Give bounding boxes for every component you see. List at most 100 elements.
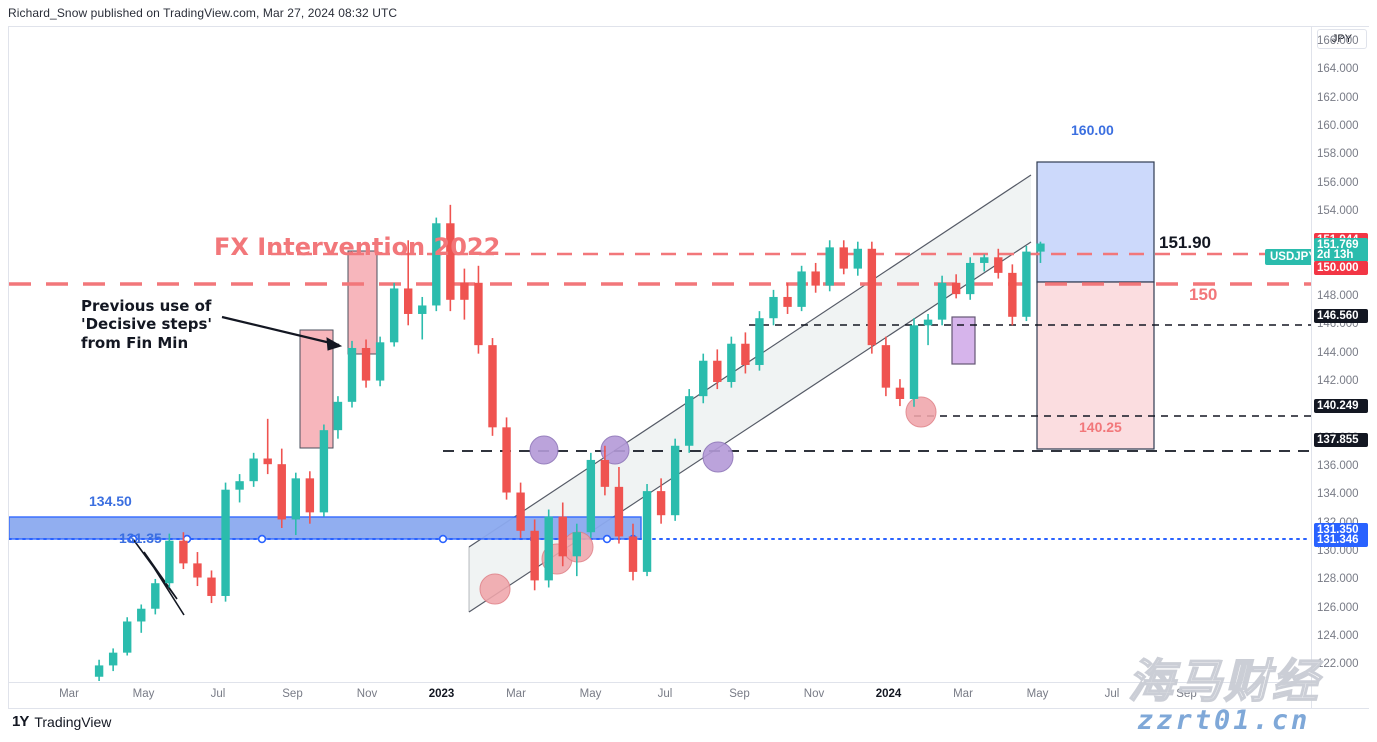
channel-upper-line <box>468 174 1032 548</box>
candle-body <box>797 271 806 307</box>
time-label: Jul <box>210 688 226 700</box>
price-tag: 150.000 <box>1314 260 1368 275</box>
marker-group-purple <box>529 435 734 473</box>
candle-body <box>94 665 104 677</box>
marker-purple <box>529 435 559 465</box>
level-131-35-label: 131.35 <box>119 530 162 546</box>
candle-body <box>460 282 469 300</box>
candle-body <box>361 347 371 381</box>
candle-body <box>685 396 694 446</box>
candle-body <box>741 343 750 365</box>
price-scale-currency[interactable]: JPY <box>1317 29 1367 49</box>
candle-body <box>713 360 722 382</box>
candle-body <box>853 248 862 269</box>
time-label: Mar <box>953 688 973 700</box>
candle-body <box>502 427 511 493</box>
time-label: Jul <box>1104 688 1120 700</box>
candle-body <box>207 577 216 596</box>
candle-body <box>923 319 933 326</box>
annotation-note: Previous use of 'Decisive steps' from Fi… <box>81 297 213 352</box>
chart-drawing-layer <box>9 161 1311 681</box>
candle-body <box>193 563 202 578</box>
price-tick: 148.000 <box>1317 289 1359 302</box>
candle-body <box>727 343 736 382</box>
candle-body <box>670 445 680 516</box>
candle-body <box>305 478 315 513</box>
candle-body <box>783 296 792 307</box>
target-box-upper <box>1036 161 1155 283</box>
candle-body <box>137 608 146 622</box>
price-tick: 142.000 <box>1317 374 1359 387</box>
marker-pink <box>905 396 937 428</box>
candle-body <box>516 492 525 531</box>
price-tag: 137.855 <box>1314 432 1368 447</box>
price-tick: 160.000 <box>1317 119 1359 132</box>
candle-body <box>909 325 919 399</box>
candle-body <box>1036 243 1045 252</box>
candle-body <box>895 387 905 399</box>
candle-body <box>811 271 820 286</box>
candle-body <box>1022 251 1031 317</box>
time-label: Mar <box>59 688 79 700</box>
candle-body <box>994 257 1003 273</box>
chart-plot-area[interactable]: FX Intervention 2022 Previous use of 'De… <box>9 27 1311 681</box>
intervention-box-2 <box>347 250 378 355</box>
annotation-title: FX Intervention 2022 <box>214 233 501 261</box>
candle-body <box>628 536 638 572</box>
price-tick: 124.000 <box>1317 630 1359 643</box>
annotation-arrow <box>221 315 343 351</box>
price-tick: 158.000 <box>1317 148 1359 161</box>
price-tick: 122.000 <box>1317 658 1359 671</box>
candle-body <box>867 248 877 346</box>
candle-body <box>488 345 497 428</box>
candlestick-series <box>94 204 1045 681</box>
marker-pink <box>479 573 511 605</box>
candle-body <box>151 583 160 609</box>
candle-body <box>530 530 539 581</box>
candle-body <box>558 516 567 557</box>
candle-body <box>333 401 343 431</box>
time-label: Nov <box>803 688 825 700</box>
candle-body <box>277 464 286 520</box>
candle-body <box>699 360 708 397</box>
time-scale[interactable]: Mar May Jul Sep Nov 2023 Mar May Jul Sep Nov 2024 Ma… <box>9 682 1311 709</box>
marker-purple <box>702 441 734 473</box>
candle-body <box>881 345 891 388</box>
candle-body <box>839 247 848 269</box>
price-tag: 131.346 <box>1314 533 1368 548</box>
candle-body <box>165 540 174 584</box>
candle-body <box>474 282 483 346</box>
time-label: Sep <box>729 688 750 700</box>
candle-body <box>572 532 581 557</box>
price-scale[interactable]: JPY 166.000 164.000 162.000 160.000 158.000 1… <box>1311 27 1369 708</box>
candle-body <box>347 347 357 402</box>
price-tag: 2d 13h <box>1314 248 1368 263</box>
candle-body <box>123 621 132 653</box>
candle-body <box>642 491 652 572</box>
candle-body <box>966 262 975 295</box>
candle-body <box>263 458 272 465</box>
candle-body <box>235 481 244 490</box>
time-label: Sep <box>282 688 303 700</box>
price-tick: 134.000 <box>1317 488 1359 501</box>
price-tick: 164.000 <box>1317 63 1359 76</box>
tradingview-logo[interactable]: 1Y TradingView <box>12 713 111 730</box>
time-label: Nov <box>356 688 378 700</box>
candle-body <box>404 288 413 314</box>
candle-body <box>825 247 834 286</box>
candle-body <box>980 257 989 263</box>
candle-body <box>221 489 230 596</box>
candle-body <box>614 486 624 537</box>
target-upper-label: 160.00 <box>1071 122 1114 138</box>
price-tick: 130.000 <box>1317 545 1359 558</box>
candle-body <box>656 491 666 516</box>
target-lower-label: 140.25 <box>1079 419 1122 435</box>
watermark-url: zzrt01.cn <box>1137 705 1311 736</box>
level-134-50-label: 134.50 <box>89 493 132 509</box>
time-label: 2024 <box>875 688 902 700</box>
symbol-chip-usdjpy[interactable]: USDJPY <box>1265 249 1322 265</box>
time-label: 2023 <box>428 688 455 700</box>
candle-body <box>249 458 258 482</box>
candle-body <box>375 342 385 381</box>
